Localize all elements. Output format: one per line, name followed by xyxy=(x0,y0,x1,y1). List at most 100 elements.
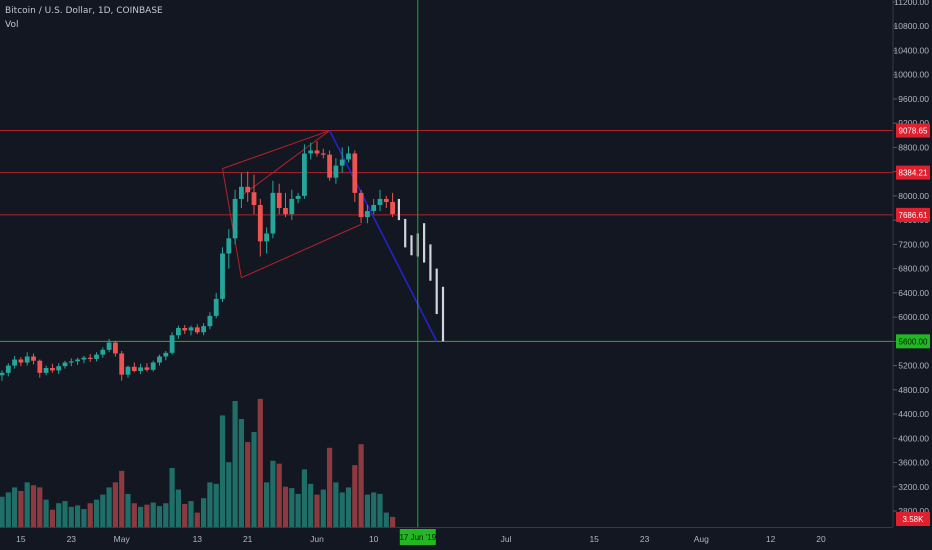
candle-body xyxy=(302,153,307,196)
volume-bar xyxy=(131,503,137,527)
volume-bar xyxy=(282,486,289,527)
volume-bar xyxy=(238,419,244,527)
candle-body xyxy=(56,366,62,371)
projection-bar xyxy=(423,223,426,263)
price-tick-label: 9600.00 xyxy=(898,94,929,104)
candle-body xyxy=(31,356,36,361)
price-level-badge xyxy=(896,207,930,222)
price-tick-label: 4400.00 xyxy=(898,409,929,419)
price-tick-label: 11200.00 xyxy=(894,0,929,7)
volume-bar xyxy=(377,493,383,527)
candle-body xyxy=(257,204,263,242)
candle-body xyxy=(144,367,150,370)
date-tick-label: 12 xyxy=(766,534,776,544)
candle-body xyxy=(176,328,181,336)
price-tick-label: 10400.00 xyxy=(894,45,930,55)
candle-body xyxy=(12,359,17,366)
volume-bar xyxy=(150,502,156,527)
trend-drawings xyxy=(222,130,438,342)
volume-bar xyxy=(201,498,207,527)
volume-bar xyxy=(358,444,364,527)
candle-body xyxy=(43,367,49,373)
candle-body xyxy=(138,367,143,372)
candle-body xyxy=(163,352,169,357)
volume-bar xyxy=(138,506,144,527)
volume-bar xyxy=(5,492,11,527)
volume-bar xyxy=(257,398,263,527)
volume-bar xyxy=(112,482,118,527)
candle-body xyxy=(333,165,339,178)
date-tick-label: 10 xyxy=(369,534,379,544)
candle-body xyxy=(157,356,162,363)
candle-body xyxy=(283,208,288,215)
volume-bar xyxy=(163,503,169,527)
price-tick-label: 6400.00 xyxy=(898,288,929,298)
price-tick-label: 3600.00 xyxy=(898,458,929,468)
date-tick-label: 20 xyxy=(816,534,826,544)
volume-bar xyxy=(219,415,226,527)
candle-body xyxy=(220,253,225,299)
volume-bar xyxy=(0,496,5,527)
candle-body xyxy=(245,186,251,193)
candle-body xyxy=(113,342,118,354)
date-tick-label: 23 xyxy=(67,534,77,544)
crosshair-date-label: 17 Jun '19 xyxy=(399,533,436,542)
candle-body xyxy=(50,367,55,371)
candle-body xyxy=(377,198,383,205)
volume-bar xyxy=(352,465,358,527)
volume-bar xyxy=(308,483,314,527)
candle-body xyxy=(226,238,232,254)
candle-body xyxy=(194,327,200,333)
volume-bar xyxy=(314,494,320,527)
candle-body xyxy=(94,354,99,359)
candle-body xyxy=(239,186,244,199)
volume-bar xyxy=(251,431,257,527)
volume-bar xyxy=(12,487,18,527)
volume-bar xyxy=(144,504,150,527)
candle-body xyxy=(5,365,11,373)
projection-bar xyxy=(429,244,432,281)
candle-body xyxy=(24,356,30,363)
candles xyxy=(0,141,395,381)
candle-body xyxy=(100,349,106,355)
candle-body xyxy=(81,357,87,360)
price-level-label: 7686.61 xyxy=(899,211,928,220)
price-tick-label: 4000.00 xyxy=(898,433,929,443)
candle-body xyxy=(346,153,351,160)
projection-bar xyxy=(435,268,438,315)
candle-body xyxy=(68,361,74,363)
crosshair-date-badge xyxy=(399,529,436,545)
candle-body xyxy=(18,359,24,363)
volume-bar xyxy=(320,489,326,527)
candle-body xyxy=(62,362,68,367)
candle-body xyxy=(365,211,370,218)
volume-badge-label: 3.58K xyxy=(903,515,925,524)
price-tick-label: 2800.00 xyxy=(898,506,929,516)
volume-bar xyxy=(175,489,181,527)
volume-bar xyxy=(188,501,194,527)
volume-bar xyxy=(364,494,370,527)
volume-bar xyxy=(264,482,270,527)
candle-body xyxy=(371,204,377,212)
volume-bar xyxy=(24,482,30,527)
candle-body xyxy=(270,192,276,234)
price-tick-label: 10000.00 xyxy=(894,70,930,80)
price-tick-label: 4800.00 xyxy=(898,385,929,395)
price-level-label: 8384.21 xyxy=(899,169,928,178)
volume-bar xyxy=(276,463,282,527)
candle-body xyxy=(358,192,364,218)
volume-bar xyxy=(169,467,175,527)
volume-bar xyxy=(62,501,68,527)
volume-bar xyxy=(75,505,81,527)
candle-body xyxy=(314,150,320,154)
volume-bar xyxy=(100,494,106,527)
volume-bar xyxy=(333,482,339,527)
volume-bar xyxy=(81,509,87,527)
volume-bar xyxy=(194,512,200,527)
price-tick-label: 10800.00 xyxy=(894,21,930,31)
volume-bar xyxy=(68,506,74,527)
candle-body xyxy=(232,198,238,239)
